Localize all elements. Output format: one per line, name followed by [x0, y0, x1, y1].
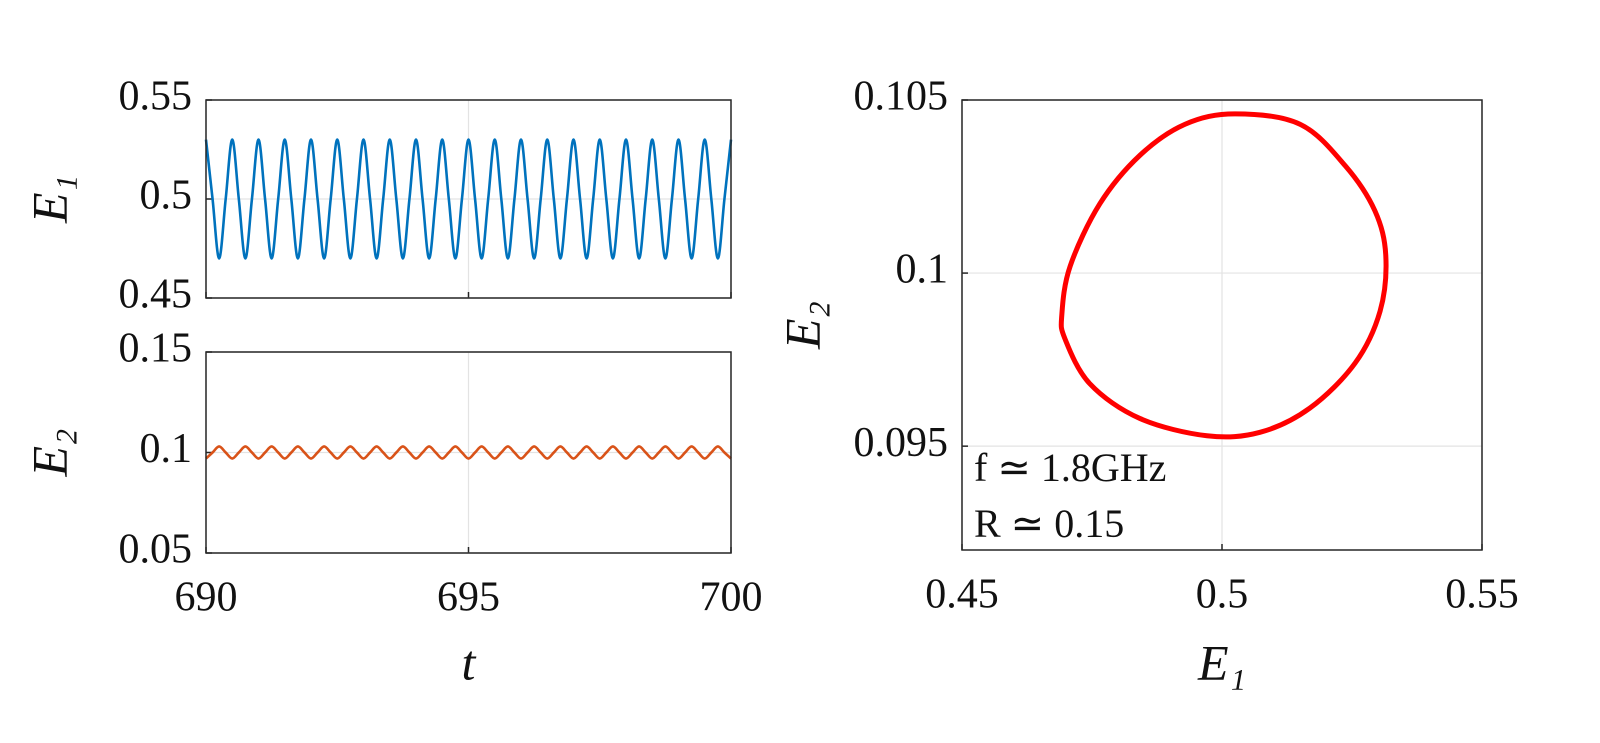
y-tick-label: 0.45 [119, 272, 193, 318]
x-tick-label: 0.45 [925, 572, 999, 618]
data-line [205, 445, 732, 460]
annotation: R ≃ 0.15 [974, 501, 1124, 546]
x-tick-label: 690 [175, 575, 238, 621]
y-axis-label: E₁ [21, 175, 77, 224]
y-tick-label: 0.5 [140, 173, 193, 219]
axes-box [205, 99, 732, 299]
y-tick-label: 0.05 [119, 527, 193, 573]
annotation: f ≃ 1.8GHz [974, 445, 1166, 490]
y-tick-label: 0.1 [896, 247, 949, 293]
y-tick-label: 0.15 [119, 326, 193, 372]
y-axis-label: E₂ [21, 429, 77, 478]
x-tick-label: 0.55 [1445, 572, 1519, 618]
x-tick-label: 695 [437, 575, 500, 621]
data-line [204, 138, 733, 260]
data-line [1058, 111, 1389, 440]
x-axis-label: E₁ [1197, 634, 1246, 690]
y-tick-label: 0.55 [119, 74, 193, 120]
axes-box [961, 99, 1483, 551]
axes-box [205, 351, 732, 554]
x-tick-label: 0.5 [1196, 572, 1249, 618]
x-axis-label: t [462, 634, 477, 690]
x-tick-label: 700 [700, 575, 763, 621]
y-axis-label: E₂ [774, 301, 830, 350]
y-tick-label: 0.1 [140, 426, 193, 472]
y-tick-label: 0.105 [854, 74, 949, 120]
y-tick-label: 0.095 [854, 420, 949, 466]
